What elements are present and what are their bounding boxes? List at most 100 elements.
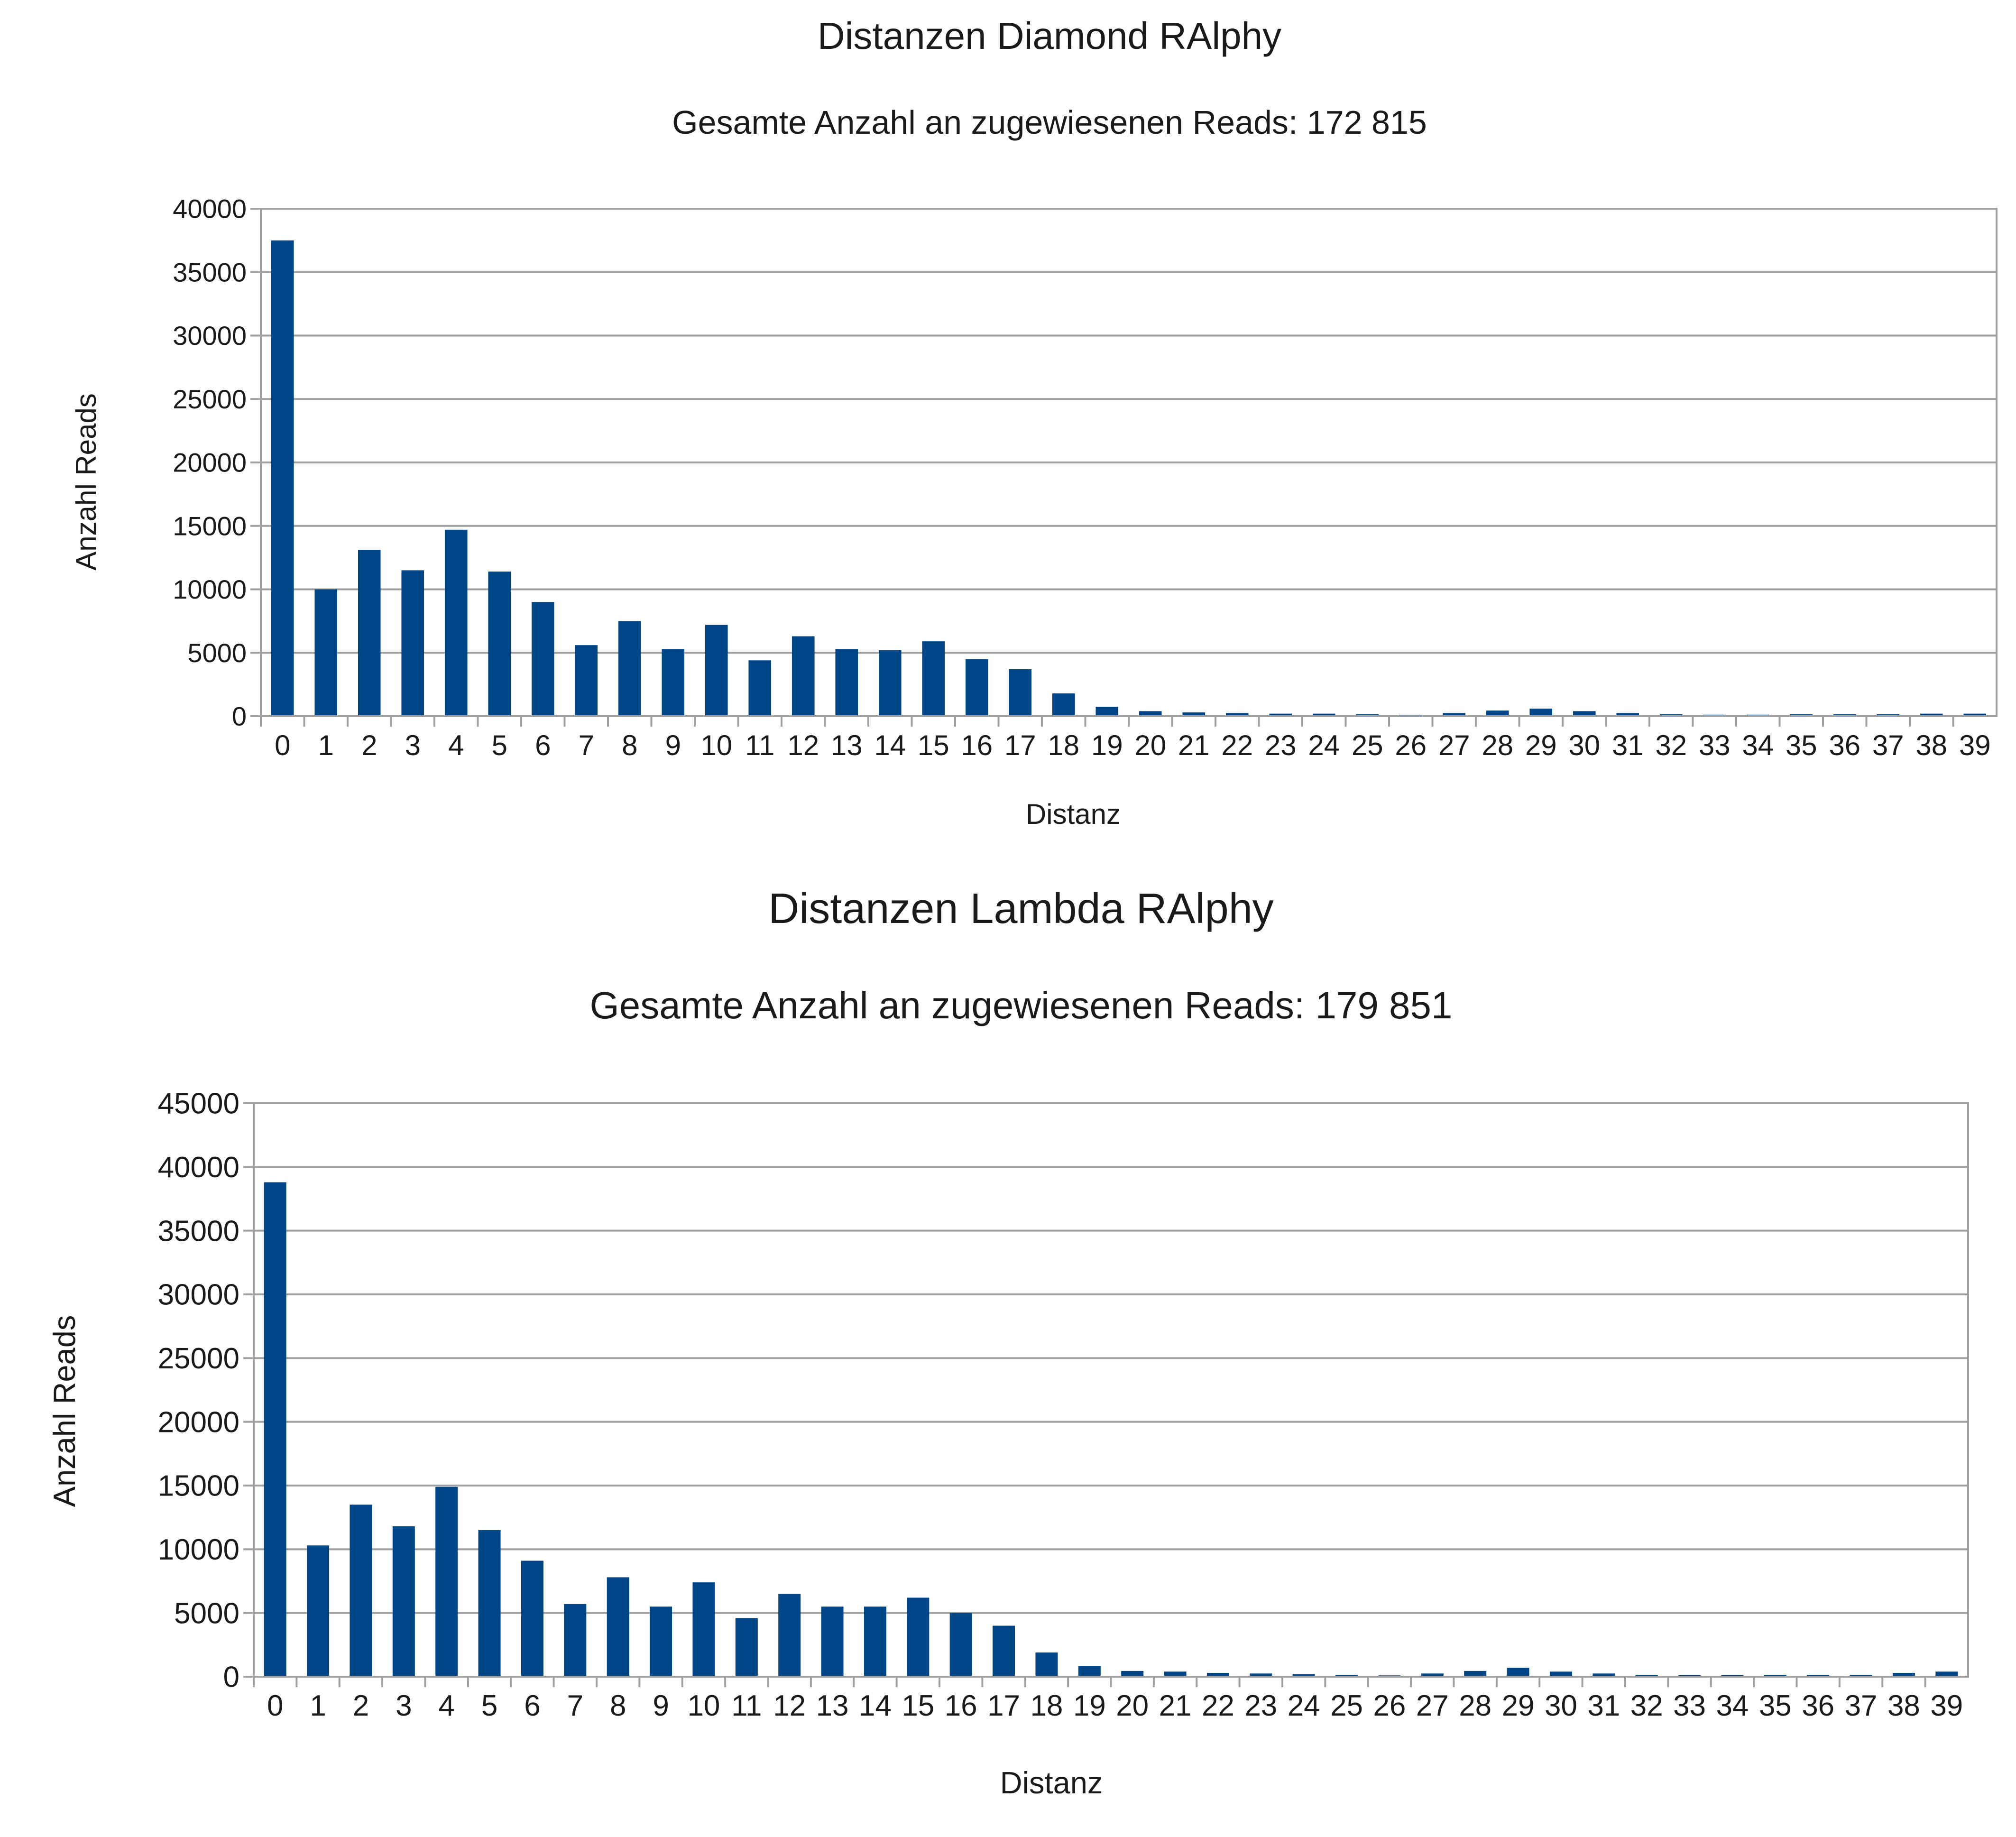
- x-tick-label: 28: [1482, 729, 1513, 761]
- x-tick-label: 24: [1288, 1689, 1320, 1722]
- x-tick-label: 36: [1802, 1689, 1834, 1722]
- x-tick-label: 29: [1502, 1689, 1535, 1722]
- x-tick-label: 8: [610, 1689, 626, 1722]
- bars: [264, 1182, 1958, 1677]
- x-tick-label: 4: [448, 729, 464, 761]
- chart-diamond: Distanzen Diamond RAlphy Gesamte Anzahl …: [70, 15, 1998, 830]
- x-tick-labels: 0 1 2 3 4 5 6 7 8 9 10 11 12 13 14 15 16 17 18 19 20 21 22 23 24…: [275, 729, 1991, 761]
- y-tick-label: 35000: [173, 257, 247, 287]
- bar: [821, 1606, 844, 1677]
- x-tick-label: 12: [773, 1689, 806, 1722]
- bar: [650, 1606, 672, 1677]
- x-tick-label: 2: [353, 1689, 369, 1722]
- bar: [1833, 714, 1856, 716]
- x-tick-label: 31: [1612, 729, 1644, 761]
- x-tick-label: 5: [481, 1689, 497, 1722]
- bar: [1164, 1671, 1187, 1677]
- x-tick-label: 19: [1073, 1689, 1106, 1722]
- x-axis-label: Distanz: [1000, 1765, 1103, 1800]
- bar: [1549, 1671, 1572, 1677]
- bar: [1292, 1674, 1315, 1677]
- bar: [907, 1597, 930, 1677]
- x-tick-label: 19: [1091, 729, 1123, 761]
- y-axis-label: Anzahl Reads: [70, 393, 102, 571]
- x-tick-label: 15: [902, 1689, 934, 1722]
- y-tick-label: 45000: [158, 1088, 239, 1120]
- x-tick-label: 6: [535, 729, 551, 761]
- bar: [1659, 714, 1683, 716]
- y-tick-label: 30000: [173, 321, 247, 351]
- x-tick-label: 18: [1048, 729, 1079, 761]
- y-tick-label: 20000: [173, 448, 247, 478]
- plot-frame: [260, 208, 1998, 717]
- y-tick-label: 5000: [187, 638, 247, 668]
- x-tick-label: 36: [1829, 729, 1860, 761]
- bar: [1486, 710, 1509, 716]
- bar: [1920, 713, 1943, 716]
- bar: [1790, 714, 1813, 716]
- bar: [1443, 713, 1466, 716]
- bar: [1182, 712, 1206, 716]
- x-tick-label: 4: [438, 1689, 454, 1722]
- x-tick-label: 35: [1759, 1689, 1792, 1722]
- bar: [878, 650, 902, 716]
- x-tick-label: 38: [1915, 729, 1947, 761]
- x-tick-label: 31: [1587, 1689, 1620, 1722]
- chart-subtitle: Gesamte Anzahl an zugewiesenen Reads: 17…: [672, 104, 1427, 141]
- x-tick-label: 3: [405, 729, 421, 761]
- x-tick-label: 30: [1568, 729, 1600, 761]
- bar: [1356, 714, 1379, 716]
- bar: [1764, 1674, 1786, 1677]
- x-tick-label: 39: [1930, 1689, 1963, 1722]
- x-tick-label: 23: [1265, 729, 1297, 761]
- gridlines: [250, 208, 1997, 727]
- bar: [1052, 693, 1075, 716]
- y-tick-label: 5000: [174, 1597, 239, 1630]
- x-tick-label: 26: [1395, 729, 1427, 761]
- bar: [444, 529, 468, 716]
- bar: [1035, 1652, 1058, 1677]
- bar: [1807, 1674, 1830, 1677]
- x-tick-label: 27: [1416, 1689, 1449, 1722]
- bar: [618, 621, 641, 716]
- bar: [307, 1545, 330, 1677]
- bar: [564, 1604, 587, 1677]
- bars: [271, 240, 1987, 716]
- y-tick-label: 30000: [158, 1279, 239, 1311]
- x-tick-label: 3: [396, 1689, 412, 1722]
- bar: [735, 1618, 758, 1677]
- bar: [1312, 713, 1335, 716]
- x-tick-label: 25: [1330, 1689, 1363, 1722]
- bar: [748, 660, 772, 716]
- bar: [1121, 1671, 1144, 1677]
- y-tick-label: 40000: [173, 194, 247, 224]
- x-tick-label: 39: [1959, 729, 1991, 761]
- gridlines: [243, 1102, 1968, 1687]
- bar: [358, 550, 381, 716]
- y-tick-label: 25000: [173, 384, 247, 414]
- x-tick-label: 28: [1459, 1689, 1491, 1722]
- y-tick-label: 15000: [173, 511, 247, 541]
- bar: [575, 645, 598, 716]
- bar: [1593, 1673, 1615, 1677]
- plot-frame: [253, 1102, 1969, 1678]
- x-tick-label: 32: [1630, 1689, 1663, 1722]
- x-tick-label: 9: [665, 729, 681, 761]
- bar: [314, 589, 338, 716]
- bar: [662, 649, 685, 716]
- chart-title: Distanzen Diamond RAlphy: [818, 15, 1281, 57]
- y-tick-label: 10000: [158, 1533, 239, 1566]
- x-tick-label: 2: [361, 729, 377, 761]
- bar: [922, 641, 945, 716]
- x-tick-label: 35: [1786, 729, 1817, 761]
- y-tick-label: 40000: [158, 1151, 239, 1184]
- x-tick-label: 0: [275, 729, 290, 761]
- x-tick-label: 22: [1202, 1689, 1234, 1722]
- bar: [778, 1594, 801, 1677]
- x-tick-label: 10: [687, 1689, 720, 1722]
- y-tick-label: 15000: [158, 1470, 239, 1503]
- y-tick-label: 35000: [158, 1215, 239, 1247]
- x-axis-label: Distanz: [1026, 798, 1121, 830]
- bar: [1421, 1673, 1444, 1677]
- bar: [392, 1526, 415, 1677]
